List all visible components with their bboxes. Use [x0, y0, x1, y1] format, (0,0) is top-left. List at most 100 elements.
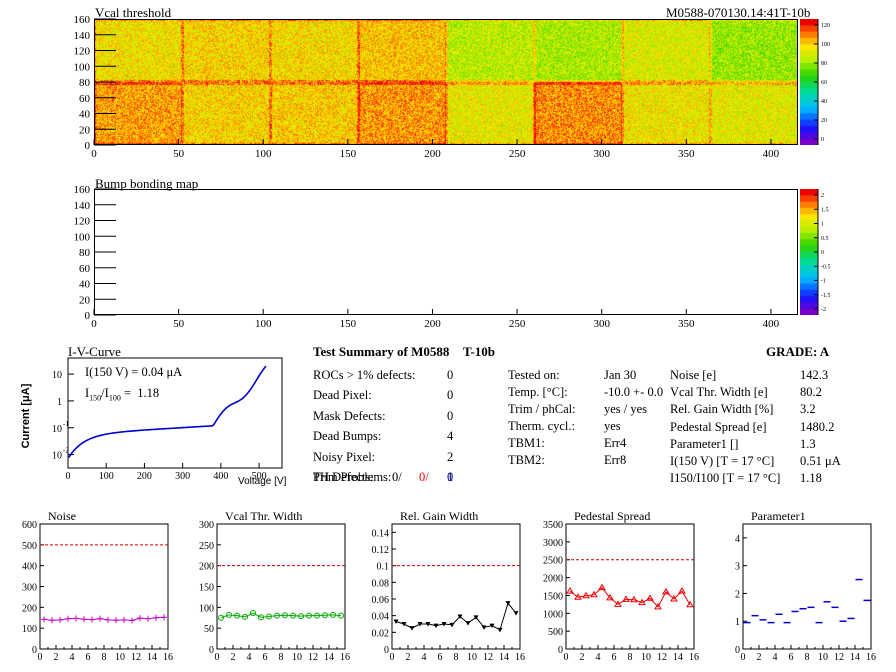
- x-tick-label: 14: [324, 652, 334, 663]
- x-tick-label: 4: [596, 652, 601, 663]
- summary-right-value: 142.3: [800, 368, 829, 382]
- x-tick-label: 6: [263, 652, 268, 663]
- ph-defects-label: PH Defects:: [313, 470, 374, 484]
- summary-left-value: 2: [447, 449, 454, 464]
- y-tick-label: 80: [79, 77, 91, 89]
- roc-summary-charts: Noise 0 2 4 6 8 10 12 14 16 0 100 200 300 400 500 600 Vca…: [0, 500, 896, 672]
- x-tick-label: 300: [593, 148, 610, 160]
- data-point: [73, 615, 79, 622]
- x-tick-label: 4: [247, 652, 252, 663]
- summary-left-value: 0: [447, 408, 454, 423]
- x-tick-label: 16: [340, 652, 350, 663]
- y-tick-label: 20: [79, 124, 91, 136]
- threshold-palette: [800, 19, 818, 145]
- y-tick-label: 2000: [543, 574, 563, 585]
- iv-x-tick-label: 400: [213, 471, 228, 482]
- palette-tick-label: -0.5: [821, 264, 831, 270]
- bump-palette-axis: 2 1.5 1 0.5 0 -0.5 -1 -1.5 -2: [814, 189, 831, 315]
- summary-left-label: Dead Bumps:: [313, 429, 382, 444]
- palette-tick-label: 0: [821, 250, 824, 256]
- data-point: [417, 622, 423, 627]
- palette-tick-label: 20: [821, 118, 827, 124]
- threshold-heatmap: [94, 19, 798, 145]
- y-tick-label: 0.08: [372, 578, 390, 589]
- summary-mid-value: Jan 30: [604, 368, 637, 382]
- iv-curve-line: [68, 365, 267, 458]
- x-tick-label: 4: [70, 652, 75, 663]
- y-tick-label: 1500: [543, 591, 563, 602]
- y-tick-label: 0.14: [372, 528, 390, 539]
- summary-left-label: Trim Problems:: [313, 470, 392, 484]
- y-tick-label: 1: [735, 617, 740, 628]
- summary-title: Test Summary of M0588: [313, 344, 450, 359]
- y-tick-label: 0: [735, 645, 740, 656]
- data-point: [153, 614, 159, 621]
- y-tick-label: 100: [199, 603, 214, 614]
- summary-right-label: Vcal Thr. Width [e]: [670, 385, 768, 400]
- data-point: [606, 593, 614, 601]
- x-tick-label: 400: [763, 318, 780, 330]
- palette-tick-label: 100: [821, 42, 830, 48]
- x-tick-label: 2: [231, 652, 236, 663]
- y-tick-label: 0.06: [372, 595, 390, 606]
- palette-tick-label: 60: [821, 80, 827, 86]
- summary-left-value: 4: [447, 429, 454, 444]
- y-tick-label: 120: [74, 46, 91, 58]
- y-tick-label: 2500: [543, 556, 563, 567]
- iv-y-tick-label: 10: [52, 451, 62, 462]
- y-tick-label: 140: [74, 30, 91, 42]
- chart-frame: [742, 523, 872, 650]
- data-point: [306, 612, 312, 619]
- threshold-palette-axis: 120 100 80 60 40 20 0: [814, 19, 830, 145]
- y-tick-label: 140: [74, 200, 91, 212]
- chart-frame: [39, 523, 169, 650]
- data-point: [566, 587, 574, 594]
- x-tick-label: 12: [308, 652, 318, 663]
- x-tick-label: 2: [406, 652, 411, 663]
- y-tick-label: 300: [22, 583, 37, 594]
- y-tick-label: 60: [79, 93, 91, 105]
- x-tick-label: 16: [689, 652, 699, 663]
- data-point: [145, 615, 151, 622]
- x-tick-label: 350: [678, 148, 695, 160]
- data-point: [449, 622, 455, 628]
- y-tick-label: 1000: [543, 609, 563, 620]
- summary-mid-label: TBM2:: [508, 453, 545, 467]
- bump-map-panel: Bump bonding map 0 50 100 150 200 250 300 350 40…: [0, 175, 896, 335]
- y-tick-label: 60: [79, 263, 91, 275]
- ph-defects-value-1: 0/: [392, 470, 402, 484]
- iv-i150-label: I(150 V) = 0.04 μA: [85, 365, 183, 379]
- iv-x-tick-label: 300: [175, 471, 190, 482]
- data-point: [473, 615, 479, 620]
- palette-tick-label: -1: [821, 279, 826, 285]
- palette-tick-label: 40: [821, 99, 827, 105]
- palette-tick-label: 1: [821, 222, 824, 228]
- y-tick-label: 0.1: [377, 562, 390, 573]
- data-point: [433, 623, 439, 629]
- data-point: [401, 622, 407, 627]
- summary-mid-value: yes: [604, 419, 621, 433]
- bump-map-axes: 0 50 100 150 200 250 300 350 4000204060801001201…: [74, 184, 780, 330]
- palette-tick-label: -2: [821, 307, 826, 313]
- data-point: [338, 612, 344, 619]
- data-point: [497, 627, 503, 633]
- data-point: [322, 612, 328, 619]
- x-tick-label: 10: [115, 652, 125, 663]
- data-point: [314, 612, 320, 619]
- data-point: [226, 611, 232, 618]
- y-tick-label: 0: [85, 310, 91, 322]
- summary-mid-label: Tested on:: [508, 368, 560, 382]
- y-tick-label: 400: [22, 562, 37, 573]
- x-tick-label: 14: [673, 652, 683, 663]
- data-point: [646, 594, 654, 601]
- x-tick-label: 50: [173, 318, 185, 330]
- x-tick-label: 2: [757, 652, 762, 663]
- chart-title: Pedestal Spread: [574, 509, 650, 523]
- data-point: [129, 617, 135, 624]
- x-tick-label: 100: [255, 318, 272, 330]
- data-point: [582, 591, 590, 599]
- palette-tick-label: 0: [821, 137, 824, 143]
- x-tick-label: 150: [340, 148, 357, 160]
